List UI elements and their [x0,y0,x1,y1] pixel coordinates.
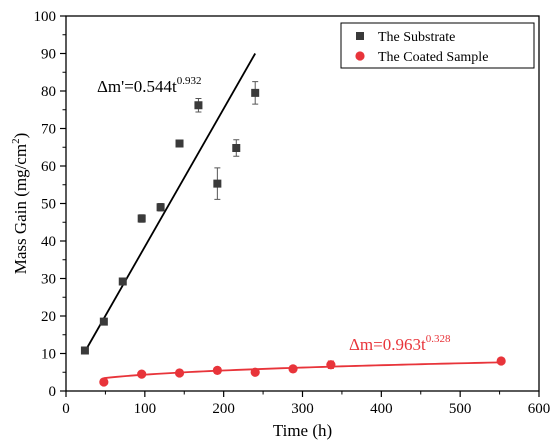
substrate-point [99,317,108,326]
coated-point [99,377,109,387]
legend: The Substrate The Coated Sample [340,22,535,69]
y-tick-label: 20 [41,309,56,325]
y-tick-label: 80 [41,84,56,100]
coated-point [212,365,222,375]
coated-point [174,368,185,378]
x-tick-label: 600 [528,401,550,417]
y-tick-label: 40 [41,234,56,250]
coated-point [250,367,260,377]
y-tick-label: 100 [34,9,57,25]
coated-point [288,364,298,374]
substrate-point [213,179,222,188]
substrate-fit-equation: Δm'=0.544t0.932 [97,75,202,96]
fit-lines [84,53,502,380]
substrate-point [118,277,127,286]
data-markers [80,88,506,387]
x-tick-label: 100 [134,401,157,417]
legend-label: The Substrate [378,30,455,45]
x-tick-label: 500 [449,401,472,417]
coated-point [496,356,506,366]
y-axis: 0 10 20 30 40 50 60 70 80 90 100 [34,9,66,400]
x-axis: 0 100 200 300 400 500 600 [62,391,550,417]
coated-fit-curve [103,361,502,380]
y-tick-label: 90 [41,47,56,63]
x-axis-title: Time (h) [273,421,332,440]
coated-point [137,369,147,379]
coated-point [326,360,336,370]
x-tick-label: 300 [291,401,314,417]
legend-box [340,22,535,69]
legend-label: The Coated Sample [378,50,488,65]
substrate-point [232,144,241,152]
x-tick-label: 200 [212,401,235,417]
substrate-point [194,101,203,110]
y-axis-title: Mass Gain (mg/cm2) [10,133,30,275]
y-tick-label: 50 [41,197,56,213]
x-tick-label: 0 [62,401,70,417]
coated-fit-equation: Δm=0.963t0.328 [349,333,451,354]
x-tick-label: 400 [370,401,393,417]
substrate-point [137,214,146,223]
y-tick-label: 70 [41,122,56,138]
plot-frame [65,15,540,392]
plot-border [65,15,540,392]
substrate-point [175,139,184,148]
legend-marker-substrate [356,32,364,40]
y-tick-label: 60 [41,159,56,175]
y-tick-label: 30 [41,272,56,288]
y-tick-label: 10 [41,347,56,363]
legend-marker-coated [355,51,365,61]
substrate-point [251,88,260,97]
y-tick-label: 0 [49,384,57,400]
substrate-point [80,346,89,355]
substrate-point [156,203,165,212]
substrate-fit-line [84,53,256,353]
